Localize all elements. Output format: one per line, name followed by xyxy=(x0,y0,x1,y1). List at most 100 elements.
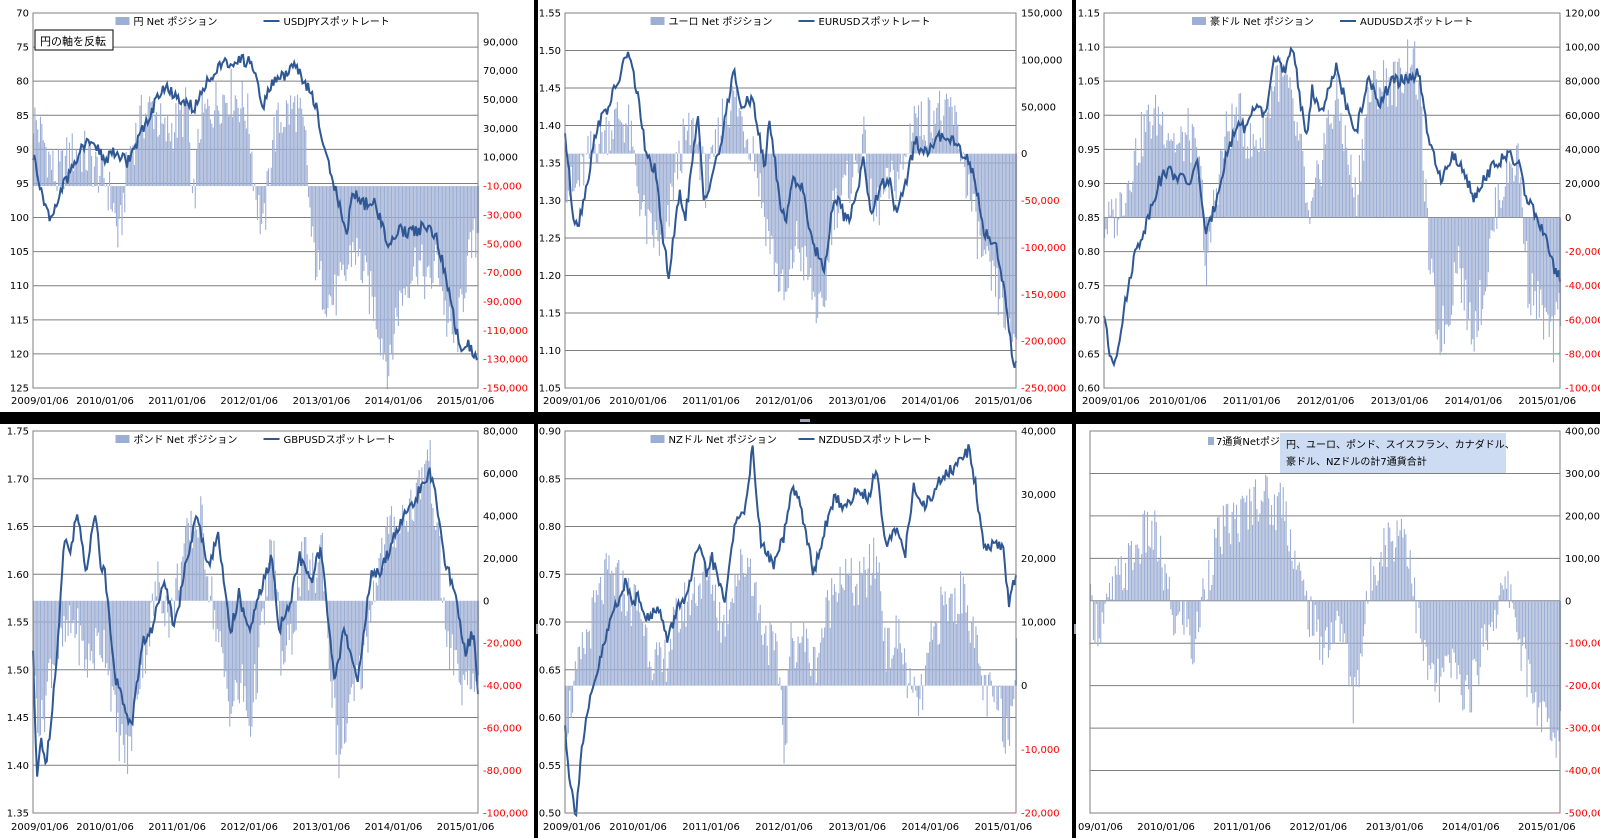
bar xyxy=(856,583,858,686)
bar xyxy=(1001,153,1004,298)
right-tick-label: 20,000 xyxy=(1021,554,1056,565)
bar xyxy=(1157,106,1159,218)
bar xyxy=(640,619,642,686)
resize-grip-right[interactable] xyxy=(1074,624,1076,634)
bar xyxy=(812,153,815,292)
bar xyxy=(175,103,177,187)
bar xyxy=(355,600,357,675)
bar xyxy=(1532,600,1534,704)
bar xyxy=(138,600,140,695)
bar xyxy=(658,642,660,686)
bar xyxy=(164,600,166,627)
bar xyxy=(717,117,719,154)
bar xyxy=(1351,600,1353,686)
resize-grip-left[interactable] xyxy=(536,624,538,634)
bar xyxy=(273,117,275,187)
bar xyxy=(607,569,609,686)
bar xyxy=(1548,600,1550,719)
bar xyxy=(431,186,433,289)
bar xyxy=(758,153,760,197)
bar xyxy=(894,647,896,686)
bar xyxy=(378,557,380,601)
bar xyxy=(219,600,221,632)
bar xyxy=(233,110,235,187)
plot-area-frame xyxy=(32,430,479,814)
bar xyxy=(435,186,437,245)
bar xyxy=(642,621,644,686)
bar xyxy=(367,600,369,653)
bar xyxy=(1432,217,1434,273)
bar xyxy=(1303,579,1305,601)
resize-grip-top[interactable] xyxy=(800,419,810,422)
bar xyxy=(377,186,379,338)
bar xyxy=(668,651,670,686)
bar xyxy=(1557,217,1559,310)
bar xyxy=(1319,600,1321,660)
bar xyxy=(857,604,859,686)
bar xyxy=(272,139,274,187)
bar xyxy=(214,110,216,187)
bar xyxy=(1535,600,1537,693)
bar xyxy=(234,95,236,187)
bar xyxy=(1409,550,1411,601)
bar xyxy=(1230,149,1232,218)
bar xyxy=(429,186,431,278)
bar xyxy=(909,123,911,154)
bar xyxy=(96,600,98,636)
bar xyxy=(323,591,325,601)
note-text: 円、ユーロ、ポンド、スイスフラン、カナダドル、 xyxy=(1286,438,1515,451)
bar xyxy=(787,153,789,289)
bar xyxy=(464,186,466,299)
bar xyxy=(1120,193,1123,218)
bar xyxy=(973,153,976,194)
bar xyxy=(377,585,379,601)
bar xyxy=(343,600,346,744)
bar xyxy=(880,153,882,198)
bar xyxy=(1399,530,1401,601)
bar xyxy=(920,101,922,154)
bar xyxy=(1281,69,1283,218)
bar xyxy=(280,122,282,187)
bar xyxy=(225,600,227,672)
legend-line-label: AUDUSDスポットレート xyxy=(1360,16,1473,28)
bar xyxy=(761,634,763,686)
bar xyxy=(1155,522,1157,601)
bar xyxy=(370,600,372,622)
bar xyxy=(1168,576,1170,601)
bar xyxy=(889,153,892,173)
bar xyxy=(1245,158,1247,218)
bar xyxy=(1170,139,1172,218)
bar xyxy=(115,186,118,227)
bar xyxy=(574,153,576,188)
bar xyxy=(864,129,866,154)
x-tick-label: 2013/01/06 xyxy=(293,396,351,407)
bar xyxy=(840,584,843,686)
bar xyxy=(454,600,456,651)
bar xyxy=(622,570,624,686)
bar xyxy=(969,642,971,686)
bar xyxy=(836,153,838,228)
bar xyxy=(1415,600,1417,634)
bar xyxy=(738,107,740,154)
bar xyxy=(798,153,800,253)
bar xyxy=(1317,600,1319,620)
bar xyxy=(710,146,712,154)
bar xyxy=(831,153,833,246)
x-tick-label: 2015/01/06 xyxy=(1518,822,1576,833)
bar xyxy=(626,125,628,154)
bar xyxy=(1150,138,1152,218)
bar xyxy=(1141,554,1143,601)
bar xyxy=(309,559,311,601)
x-tick-label: 2015/01/06 xyxy=(437,396,495,407)
bar xyxy=(247,93,249,187)
bar xyxy=(447,186,449,323)
bar xyxy=(724,121,726,154)
bar xyxy=(1428,217,1430,271)
right-tick-label: 150,000 xyxy=(1021,9,1062,20)
bar xyxy=(1344,125,1346,218)
bar xyxy=(1558,600,1560,742)
bar xyxy=(164,117,166,187)
right-tick-label: -150,000 xyxy=(483,384,528,395)
bar xyxy=(1537,217,1539,282)
bar xyxy=(843,153,845,175)
